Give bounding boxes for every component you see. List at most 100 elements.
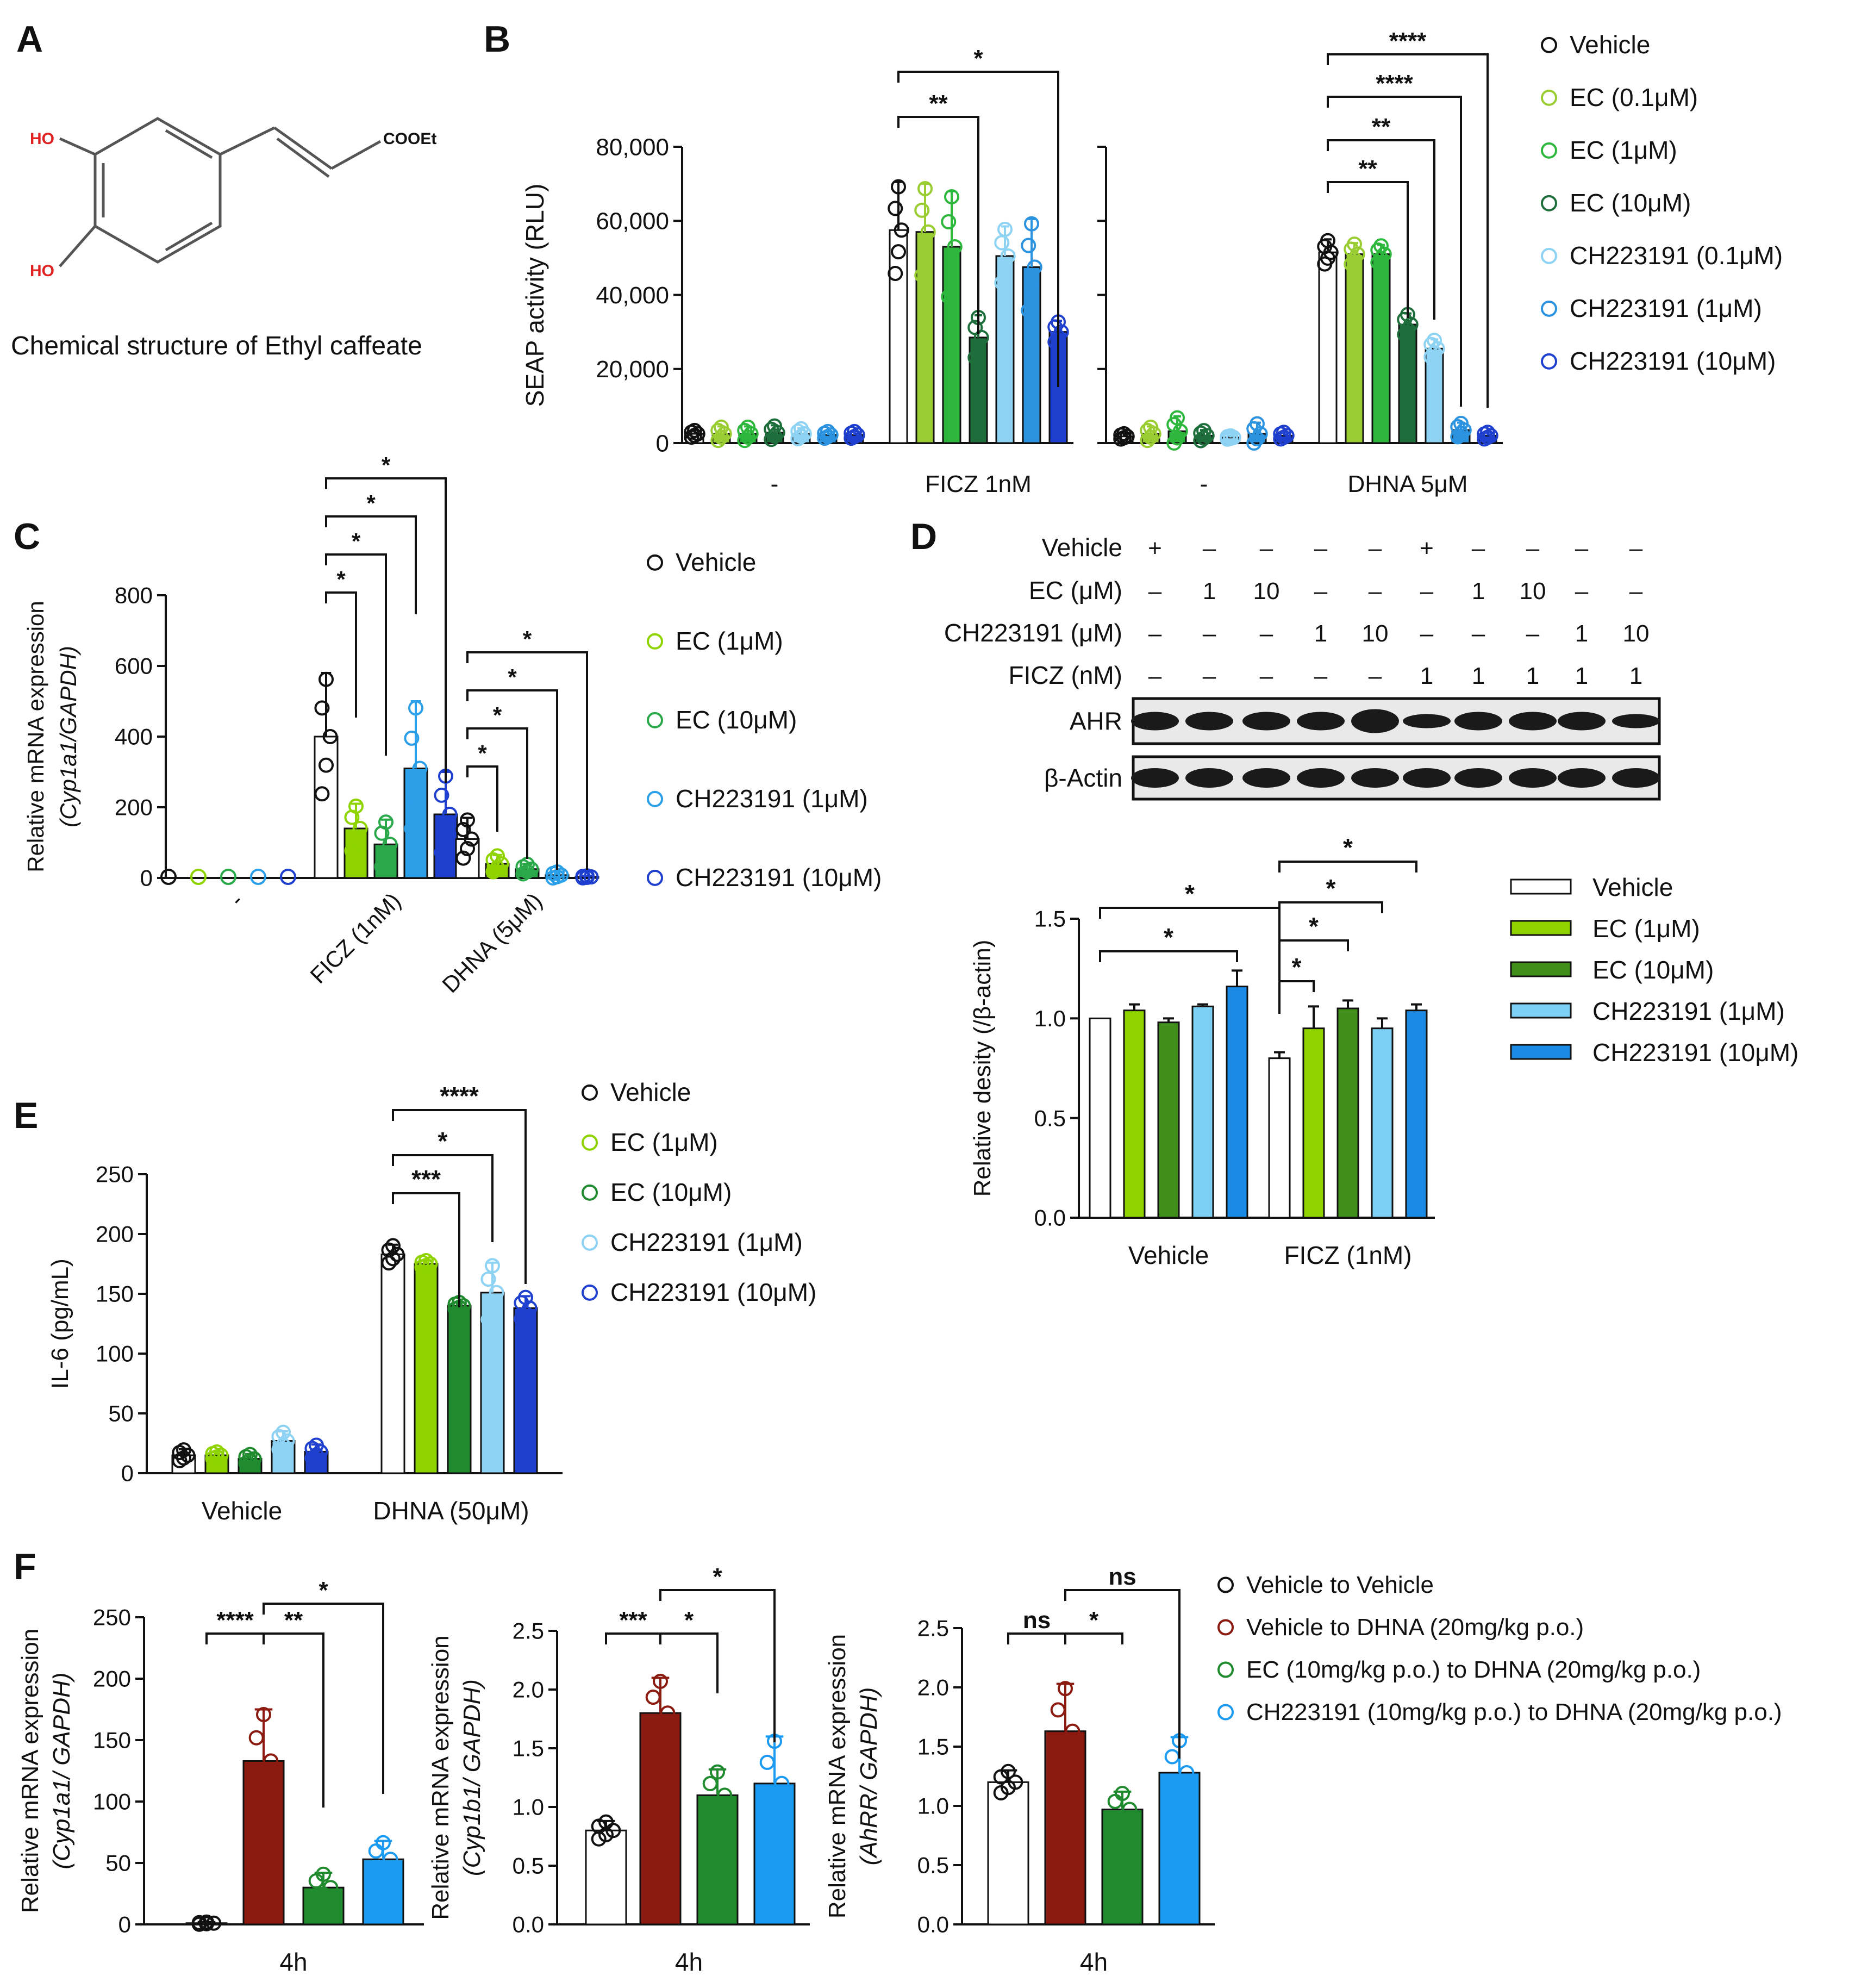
- data-point: [920, 224, 936, 240]
- blot-cell: 1: [1575, 663, 1588, 689]
- significance-label: ****: [1389, 28, 1427, 54]
- y-tick-label: 2.0: [917, 1675, 949, 1700]
- data-point: [316, 1866, 331, 1882]
- data-point: [1140, 422, 1156, 438]
- legend-label: EC (10μM): [610, 1178, 732, 1206]
- significance-bracket: [659, 1632, 719, 1693]
- significance-bracket: [325, 477, 447, 783]
- data-point: [442, 807, 458, 822]
- significance-bracket: [466, 689, 558, 870]
- blot-cell: –: [1369, 663, 1382, 689]
- data-point: [176, 1442, 191, 1458]
- data-point: [220, 869, 236, 885]
- data-point: [767, 1797, 782, 1812]
- legend-label: CH223191 (1μM): [1592, 997, 1785, 1025]
- x-axis-label: 4h: [1080, 1948, 1108, 1976]
- data-point: [971, 340, 986, 356]
- bar: [1302, 1027, 1325, 1219]
- y-tick-label: 250: [93, 1605, 131, 1630]
- hydroxyl-label-bottom: HO: [30, 262, 54, 280]
- blot-band: [1509, 768, 1557, 788]
- y-axis-label: Relative mRNA expression: [17, 1629, 43, 1913]
- blot-cell: 1: [1629, 663, 1642, 689]
- panel-letter-c: C: [14, 516, 40, 557]
- bar: [1405, 1009, 1428, 1219]
- significance-label: *: [684, 1607, 694, 1634]
- data-point: [490, 848, 505, 864]
- y-axis-label: (Cyp1b1/ GAPDH): [459, 1679, 485, 1876]
- blot-band-label: β-Actin: [1044, 764, 1122, 792]
- data-point: [967, 350, 983, 365]
- y-tick-label: 0: [118, 1912, 131, 1937]
- significance-label: *: [1326, 874, 1336, 902]
- significance-label: *: [973, 45, 983, 72]
- blot-band: [1454, 712, 1502, 731]
- data-point: [494, 856, 509, 871]
- legend-marker: [1217, 1661, 1234, 1678]
- y-tick-label: 0: [140, 865, 153, 891]
- data-point: [376, 1835, 391, 1850]
- y-axis-label: (Cyp1a1/ GAPDH): [48, 1673, 75, 1869]
- blot-row-label: CH223191 (μM): [944, 619, 1122, 647]
- significance-label: **: [1372, 114, 1391, 140]
- data-point: [660, 1705, 676, 1721]
- significance-bracket: [466, 765, 498, 832]
- bar: [1158, 1772, 1201, 1925]
- data-point: [1024, 216, 1039, 232]
- data-point: [383, 1852, 398, 1867]
- legend-marker: [1541, 195, 1557, 211]
- blot-band: [1131, 768, 1179, 788]
- data-point: [485, 852, 501, 868]
- data-point: [322, 729, 338, 744]
- y-tick-label: 100: [93, 1789, 131, 1815]
- data-point: [1250, 416, 1265, 432]
- data-point: [1480, 425, 1495, 440]
- legend-marker: [582, 1084, 598, 1101]
- data-point: [1223, 428, 1238, 444]
- significance-label: ***: [619, 1607, 647, 1634]
- legend-label: Vehicle to DHNA (20mg/kg p.o.): [1246, 1614, 1584, 1641]
- legend-label: Vehicle to Vehicle: [1246, 1572, 1434, 1598]
- data-point: [304, 1441, 320, 1456]
- data-point: [1001, 1763, 1016, 1779]
- data-point: [368, 1843, 384, 1859]
- significance-bracket: [392, 1192, 460, 1307]
- data-point: [1453, 415, 1469, 431]
- chart-b: 0 20,000 40,000 60,000 80,000 SEAP activity (…: [521, 28, 1783, 497]
- blot-band: [1185, 768, 1233, 788]
- ester-label: COOEt: [383, 130, 436, 148]
- blot-cell: 1: [1314, 620, 1327, 647]
- significance-bracket: [392, 1109, 527, 1284]
- data-point: [1423, 336, 1439, 352]
- legend-label: Vehicle: [1570, 30, 1650, 59]
- y-axis-label: (AhRR/ GAPDH): [855, 1687, 882, 1866]
- legend-marker: [647, 869, 663, 886]
- data-point: [485, 1258, 500, 1274]
- data-point: [248, 1799, 264, 1815]
- blot-cell: +: [1420, 535, 1434, 562]
- bar: [302, 1886, 345, 1925]
- y-tick-label: 1.5: [1034, 906, 1066, 932]
- data-point: [737, 422, 753, 438]
- data-point: [1276, 425, 1291, 440]
- legend-marker: [582, 1234, 598, 1251]
- blot-band: [1351, 768, 1399, 788]
- data-point: [382, 837, 398, 852]
- data-point: [947, 239, 963, 254]
- data-point: [774, 1775, 790, 1791]
- legend-label: EC (1μM): [610, 1128, 718, 1156]
- blot-band: [1185, 712, 1233, 731]
- significance-label: ***: [411, 1165, 441, 1193]
- bar: [1022, 266, 1041, 444]
- y-tick-label: 600: [115, 653, 153, 679]
- blot-cell: –: [1629, 578, 1643, 604]
- significance-label: ns: [1108, 1563, 1136, 1590]
- data-point: [485, 864, 501, 880]
- significance-label: *: [382, 452, 391, 478]
- y-axis-label: Relative mRNA expression: [427, 1635, 454, 1920]
- significance-bracket: [325, 553, 387, 756]
- significance-label: *: [1089, 1607, 1099, 1634]
- significance-label: *: [1292, 953, 1302, 981]
- x-tick-label: -: [1200, 471, 1208, 497]
- legend-marker: [1217, 1576, 1234, 1593]
